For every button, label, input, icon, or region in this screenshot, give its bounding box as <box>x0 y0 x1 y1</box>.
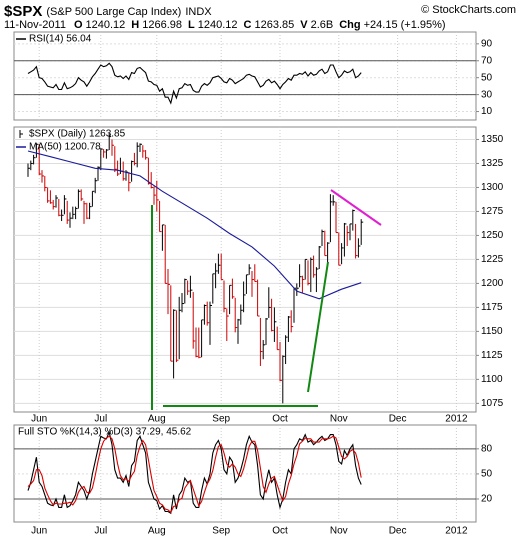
x-tick-label: 2012 <box>445 414 468 425</box>
annotation-layer <box>151 189 382 410</box>
grid-layer <box>13 31 479 523</box>
x-tick-label: Nov <box>330 526 348 537</box>
x-tick-label: Jun <box>31 526 47 537</box>
credit: © StockCharts.com <box>421 4 516 16</box>
quote-label: O <box>74 19 83 31</box>
legend-label: $SPX (Daily) 1263.85 <box>29 129 126 140</box>
x-tick-label: Dec <box>389 526 407 537</box>
y-tick-label: 1175 <box>481 302 503 313</box>
y-tick-label: 50 <box>481 469 493 480</box>
quote-label: Chg <box>339 19 360 31</box>
y-tick-label: 1225 <box>481 254 504 265</box>
header-line: $SPX (S&P 500 Large Cap Index) INDX <box>4 3 212 20</box>
x-tick-label: Dec <box>389 414 407 425</box>
date: 11-Nov-2011 <box>4 19 66 31</box>
series-line <box>27 150 362 300</box>
x-tick-label: Aug <box>148 526 166 537</box>
legend-label: MA(50) 1200.78 <box>29 142 101 153</box>
x-tick-label: Jun <box>31 414 47 425</box>
quote-value: 1266.98 <box>142 19 182 31</box>
x-tick-label: Jul <box>94 414 107 425</box>
y-tick-label: 10 <box>481 106 493 117</box>
x-tick-label: 2012 <box>445 526 468 537</box>
x-tick-label: Sep <box>212 526 230 537</box>
x-tick-label: Oct <box>272 526 288 537</box>
panel-frame <box>13 126 477 413</box>
y-tick-label: 90 <box>481 38 493 49</box>
series-line <box>27 430 362 515</box>
x-tick-label: Jul <box>94 526 107 537</box>
y-tick-label: 1075 <box>481 398 504 409</box>
panel-title: Full STO %K(14,3) %D(3) 37.29, 45.62 <box>18 427 192 438</box>
series-line <box>27 62 362 105</box>
series-line <box>27 435 362 514</box>
y-tick-label: 1350 <box>481 134 504 145</box>
annotation-line <box>307 261 329 393</box>
y-tick-label: 70 <box>481 55 493 66</box>
legend-label: RSI(14) 56.04 <box>29 34 92 45</box>
quote-value: +24.15 (+1.95%) <box>364 19 446 31</box>
quote-label: L <box>188 19 195 31</box>
quote-line: 11-Nov-2011 O 1240.12 H 1266.98 L 1240.12 C 1263… <box>4 19 446 31</box>
x-tick-label: Sep <box>212 414 230 425</box>
quote-label: V <box>300 19 308 31</box>
index-name: (S&P 500 Large Cap Index) <box>46 6 181 18</box>
y-tick-label: 1325 <box>481 158 504 169</box>
quote-value: 1240.12 <box>198 19 238 31</box>
annotation-line <box>330 189 382 226</box>
x-tick-label: Nov <box>330 414 348 425</box>
exchange: INDX <box>185 6 212 18</box>
quote-label: C <box>244 19 252 31</box>
y-tick-label: 1100 <box>481 374 503 385</box>
x-tick-label: Oct <box>272 414 288 425</box>
quote-label: H <box>131 19 139 31</box>
y-tick-label: 20 <box>481 494 493 505</box>
y-tick-label: 50 <box>481 72 493 83</box>
y-tick-label: 1250 <box>481 230 504 241</box>
x-tick-label: Aug <box>148 414 166 425</box>
quote-value: 1263.85 <box>254 19 294 31</box>
quote-value: 2.6B <box>311 19 334 31</box>
y-tick-label: 1300 <box>481 182 504 193</box>
y-tick-label: 1200 <box>481 278 504 289</box>
y-tick-label: 80 <box>481 443 493 454</box>
quote-value: 1240.12 <box>86 19 126 31</box>
y-tick-label: 1150 <box>481 326 503 337</box>
text-layer: $SPX (S&P 500 Large Cap Index) INDX © Stoc… <box>4 3 516 537</box>
data-layer <box>27 62 364 515</box>
y-tick-label: 1125 <box>481 350 503 361</box>
y-tick-label: 30 <box>481 89 493 100</box>
symbol: $SPX <box>4 3 42 20</box>
y-tick-label: 1275 <box>481 206 504 217</box>
